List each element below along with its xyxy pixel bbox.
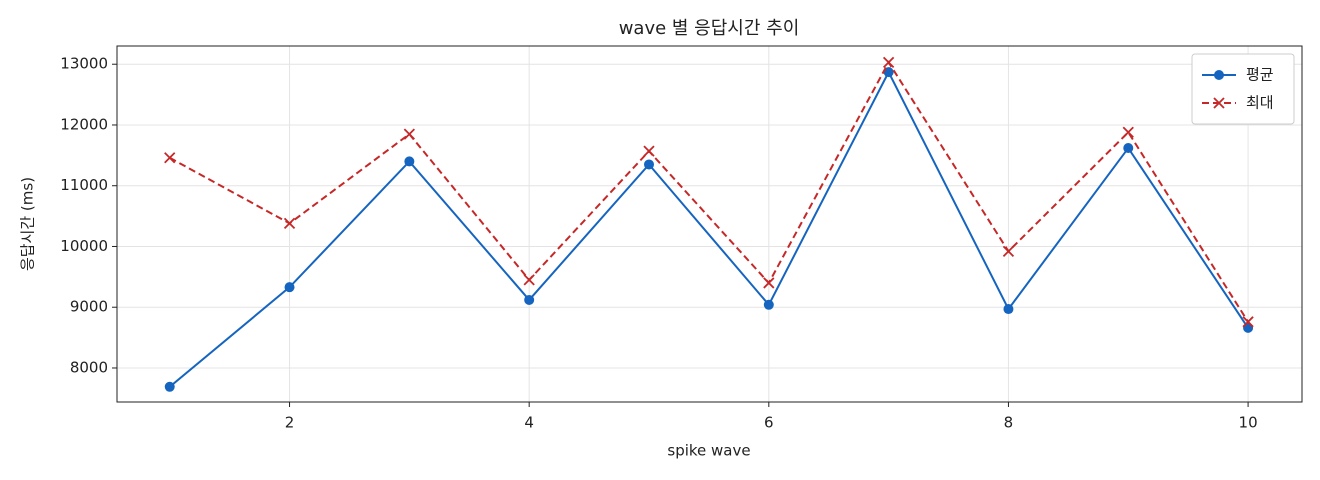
point (164, 152, 176, 164)
point (523, 274, 535, 286)
point (763, 277, 775, 289)
point (403, 128, 415, 140)
point (883, 67, 894, 78)
chart-title: wave 별 응답시간 추이 (619, 18, 800, 39)
y-tick-label: 10000 (60, 237, 108, 255)
point (283, 217, 296, 230)
point (643, 159, 654, 170)
x-tick-label: 4 (524, 414, 534, 432)
x-tick-label: 2 (285, 414, 295, 432)
point (763, 299, 774, 310)
x-tick-label: 6 (764, 414, 774, 432)
series-line (169, 69, 1249, 388)
series-line (169, 60, 1249, 323)
legend-label: 평균 (1246, 66, 1274, 84)
point (284, 282, 295, 293)
x-tick-label: 8 (1004, 414, 1014, 432)
point (1123, 143, 1134, 154)
point (524, 294, 535, 305)
point (164, 381, 175, 392)
point (882, 56, 895, 69)
x-axis-label: spike wave (667, 442, 750, 460)
point (1122, 126, 1134, 138)
point (1242, 316, 1254, 328)
y-tick-label: 8000 (70, 358, 108, 376)
x-tick-label: 10 (1239, 414, 1258, 432)
legend-label: 최대 (1246, 94, 1274, 112)
legend-marker (1213, 97, 1225, 109)
point (1003, 304, 1014, 315)
point (404, 156, 415, 167)
y-tick-label: 11000 (60, 176, 108, 194)
y-tick-label: 12000 (60, 115, 108, 133)
legend-marker (1214, 70, 1224, 80)
y-tick-label: 9000 (70, 298, 108, 316)
y-axis-label: 응답시간 (ms) (19, 177, 37, 271)
y-tick-label: 13000 (60, 55, 108, 73)
point (643, 145, 655, 157)
point (1002, 245, 1015, 257)
legend-box (1191, 53, 1295, 125)
plot-frame (116, 45, 1303, 403)
